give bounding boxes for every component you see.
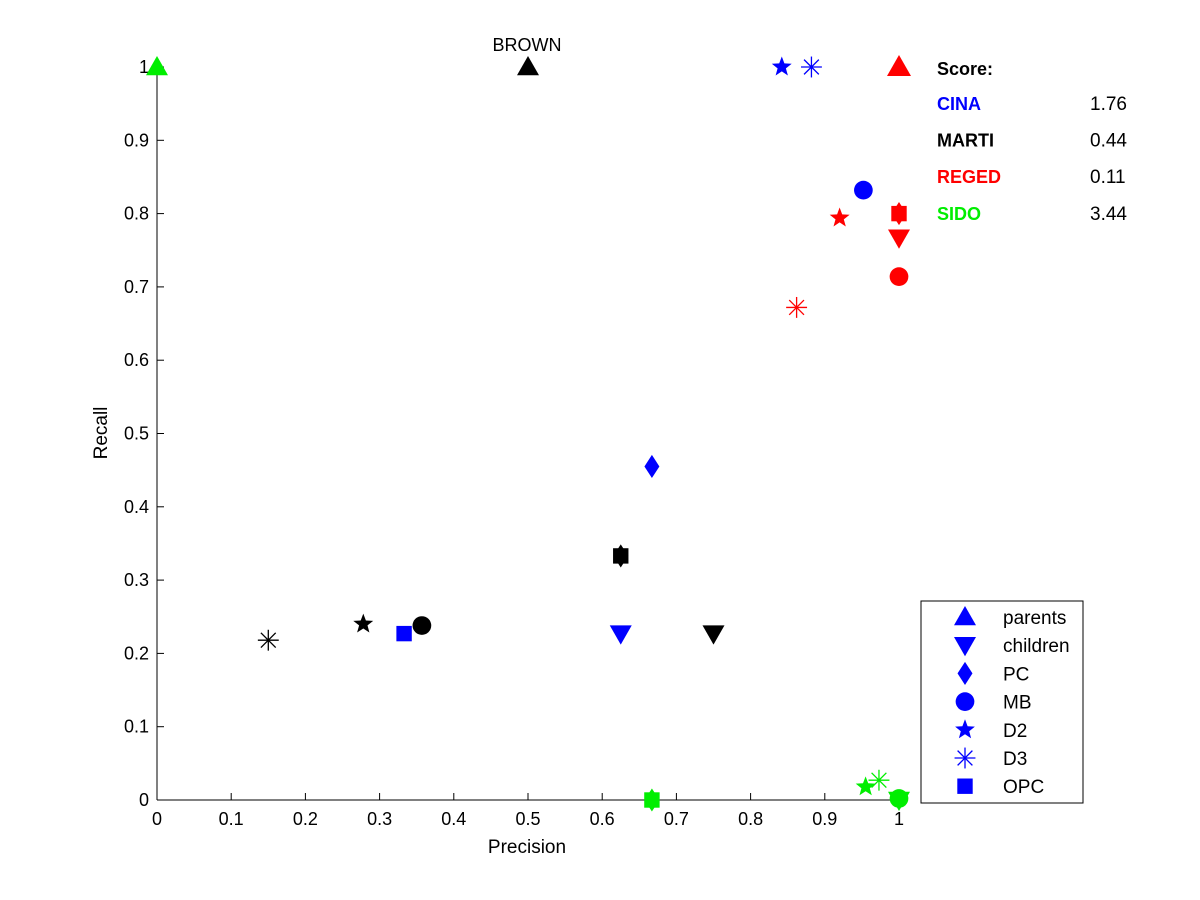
point-cina-d3 [800,56,822,78]
point-marti-opc [613,548,629,564]
point-reged-opc [891,205,907,222]
point-cina-mb [854,180,873,200]
score-value-marti: 0.44 [1090,131,1127,152]
y-tick-label: 0.2 [124,643,149,663]
legend-label-parents: parents [1003,608,1066,629]
y-tick-label: 0.8 [124,204,149,224]
score-header: Score: [937,59,993,79]
y-tick-label: 0.3 [124,570,149,590]
point-marti-d3 [257,629,279,651]
legend-marker-mb [955,692,975,711]
x-tick-label: 0.8 [738,809,763,829]
point-cina-pc [644,454,660,479]
y-tick-label: 0.9 [124,130,149,150]
x-tick-label: 0.5 [515,809,540,829]
legend-label-d3: D3 [1003,749,1027,770]
data-points [146,56,910,812]
point-sido-children [888,791,910,811]
score-value-reged: 0.11 [1090,167,1126,188]
point-reged-children [888,229,910,249]
y-axis-label: Recall [91,407,112,460]
legend-marker-d2 [955,719,975,739]
y-tick-label: 0.1 [124,717,149,737]
point-reged-d3 [786,296,808,318]
point-sido-parents [146,56,168,76]
legend-marker-children [954,636,976,657]
point-sido-d2 [855,776,876,796]
x-tick-label: 0.7 [664,809,689,829]
point-marti-parents [517,56,539,76]
legend-marker-pc [957,661,973,685]
score-name-marti: MARTI [937,131,994,151]
legend-box [920,600,1084,804]
x-tick-label: 0.1 [219,809,244,829]
x-tick-label: 1 [894,809,904,829]
legend: parents children PC MB D2 D3 OPC [920,600,1084,804]
legend-label-opc: OPC [1003,777,1044,798]
score-value-cina: 1.76 [1090,94,1127,115]
series-marti [257,56,725,651]
axes: 0 0.1 0.2 0.3 0.4 0.5 0.6 0.7 0.8 0.9 1 0 0.1 0.2 0.3 0… [124,57,904,829]
x-tick-label: 0.3 [367,809,392,829]
point-reged-mb [889,267,909,286]
legend-marker-parents [954,606,976,626]
chart-title: BROWN [493,35,562,55]
legend-label-d2: D2 [1003,721,1027,742]
score-value-sido: 3.44 [1090,204,1127,225]
y-tick-label: 0.5 [124,424,149,444]
legend-label-mb: MB [1003,693,1032,714]
point-marti-d2 [353,613,374,633]
point-cina-children [609,625,632,645]
point-cina-opc [396,625,412,642]
x-tick-label: 0.9 [812,809,837,829]
score-panel: Score: CINA 1.76 MARTI 0.44 REGED 0.11 SIDO 3.44 [887,55,1127,225]
legend-label-children: children [1003,636,1070,657]
point-sido-opc [644,792,660,808]
y-tick-label: 0.7 [124,277,149,297]
y-tick-label: 0.6 [124,350,149,370]
point-cina-d2 [771,56,792,76]
legend-marker-opc [957,778,973,794]
x-tick-label: 0 [152,809,162,829]
y-tick-label: 0.4 [124,497,149,517]
series-sido [146,56,910,812]
x-tick-label: 0.4 [441,809,466,829]
x-axis-label: Precision [488,837,566,858]
point-marti-mb [412,616,432,635]
point-marti-children [702,625,725,645]
x-tick-label: 0.2 [293,809,318,829]
series-cina [396,56,873,645]
x-tick-label: 0.6 [590,809,615,829]
series-reged [786,202,910,318]
legend-marker-d3 [954,747,976,769]
y-tick-label: 0 [139,790,149,810]
score-name-reged: REGED [937,167,1001,187]
score-name-sido: SIDO [937,204,981,224]
y-tick-label: 1 [139,57,149,77]
point-sido-d3 [868,769,890,791]
score-name-cina: CINA [937,94,981,114]
point-reged-d2 [829,207,850,227]
legend-label-pc: PC [1003,664,1029,685]
score-header-marker [887,55,911,76]
